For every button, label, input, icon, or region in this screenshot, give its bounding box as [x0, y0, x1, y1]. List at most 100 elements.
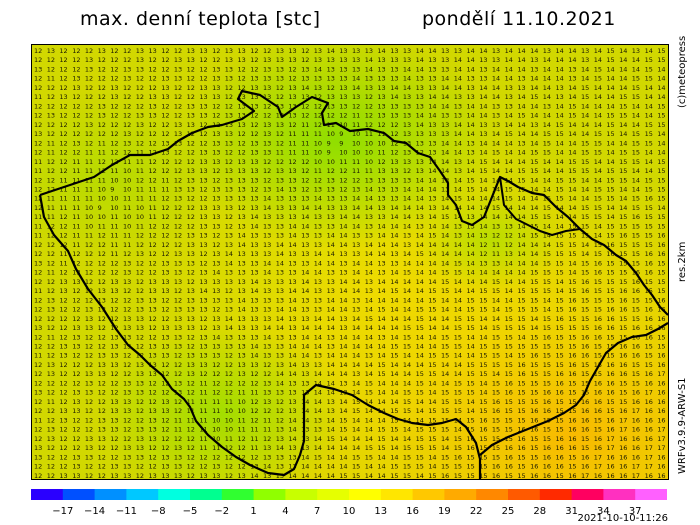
svg-text:12: 12	[34, 139, 42, 147]
svg-text:13: 13	[276, 112, 284, 120]
svg-text:11: 11	[72, 213, 80, 221]
svg-text:13: 13	[327, 195, 335, 203]
svg-text:12: 12	[276, 93, 284, 101]
svg-text:13: 13	[199, 93, 207, 101]
svg-text:13: 13	[212, 139, 220, 147]
svg-text:13: 13	[377, 333, 385, 341]
svg-text:13: 13	[301, 315, 309, 323]
svg-text:15: 15	[467, 361, 475, 369]
svg-text:14: 14	[301, 287, 309, 295]
svg-text:12: 12	[263, 407, 271, 415]
svg-text:13: 13	[199, 158, 207, 166]
svg-text:14: 14	[657, 149, 665, 157]
svg-text:14: 14	[403, 306, 411, 314]
svg-text:14: 14	[467, 195, 475, 203]
svg-text:13: 13	[187, 186, 195, 194]
svg-text:15: 15	[581, 204, 589, 212]
svg-text:13: 13	[377, 167, 385, 175]
svg-text:17: 17	[632, 472, 640, 479]
svg-text:12: 12	[161, 56, 169, 64]
svg-text:13: 13	[276, 389, 284, 397]
svg-text:13: 13	[136, 379, 144, 387]
svg-text:12: 12	[149, 121, 157, 129]
svg-text:13: 13	[314, 213, 322, 221]
svg-text:15: 15	[441, 287, 449, 295]
svg-text:12: 12	[85, 416, 93, 424]
svg-text:15: 15	[619, 222, 627, 230]
svg-text:14: 14	[416, 343, 424, 351]
svg-text:13: 13	[314, 222, 322, 230]
svg-text:16: 16	[594, 444, 602, 452]
svg-text:11: 11	[288, 130, 296, 138]
svg-text:14: 14	[479, 102, 487, 110]
svg-text:16: 16	[568, 472, 576, 479]
svg-text:11: 11	[110, 232, 118, 240]
svg-text:12: 12	[403, 167, 411, 175]
svg-text:12: 12	[98, 130, 106, 138]
svg-text:11: 11	[123, 232, 131, 240]
svg-text:12: 12	[276, 158, 284, 166]
svg-text:14: 14	[467, 241, 475, 249]
svg-text:16: 16	[594, 389, 602, 397]
svg-text:12: 12	[301, 102, 309, 110]
svg-text:13: 13	[136, 121, 144, 129]
country-border-east	[479, 322, 668, 456]
svg-text:13: 13	[568, 66, 576, 74]
svg-text:12: 12	[187, 222, 195, 230]
svg-text:11: 11	[199, 389, 207, 397]
svg-text:14: 14	[301, 204, 309, 212]
svg-text:14: 14	[377, 315, 385, 323]
svg-text:13: 13	[238, 324, 246, 332]
svg-text:14: 14	[594, 56, 602, 64]
svg-text:16: 16	[606, 453, 614, 461]
svg-text:15: 15	[619, 259, 627, 267]
svg-text:15: 15	[543, 130, 551, 138]
svg-text:13: 13	[85, 370, 93, 378]
svg-text:16: 16	[657, 352, 665, 360]
svg-text:14: 14	[428, 176, 436, 184]
svg-text:14: 14	[568, 149, 576, 157]
svg-text:14: 14	[339, 435, 347, 443]
svg-text:14: 14	[314, 259, 322, 267]
svg-text:13: 13	[416, 75, 424, 83]
svg-text:15: 15	[467, 389, 475, 397]
svg-text:13: 13	[212, 250, 220, 258]
svg-text:14: 14	[441, 250, 449, 258]
svg-text:14: 14	[365, 463, 373, 471]
svg-text:13: 13	[149, 407, 157, 415]
svg-text:14: 14	[454, 176, 462, 184]
svg-text:14: 14	[225, 259, 233, 267]
svg-text:14: 14	[352, 352, 360, 360]
svg-text:15: 15	[479, 343, 487, 351]
svg-text:13: 13	[479, 259, 487, 267]
svg-text:13: 13	[161, 75, 169, 83]
svg-text:14: 14	[314, 472, 322, 479]
svg-text:11: 11	[47, 149, 55, 157]
svg-text:14: 14	[238, 241, 246, 249]
svg-text:12: 12	[34, 102, 42, 110]
svg-text:10: 10	[136, 213, 144, 221]
svg-text:14: 14	[301, 222, 309, 230]
svg-text:12: 12	[59, 324, 67, 332]
svg-text:13: 13	[174, 315, 182, 323]
svg-text:15: 15	[606, 222, 614, 230]
svg-text:13: 13	[98, 47, 106, 55]
svg-text:13: 13	[136, 426, 144, 434]
svg-text:12: 12	[59, 361, 67, 369]
svg-text:12: 12	[149, 453, 157, 461]
svg-text:14: 14	[492, 84, 500, 92]
svg-text:12: 12	[34, 47, 42, 55]
svg-text:15: 15	[657, 158, 665, 166]
color-scale-tick-label: 4	[282, 506, 288, 517]
svg-text:14: 14	[619, 186, 627, 194]
svg-text:12: 12	[123, 250, 131, 258]
svg-text:12: 12	[161, 444, 169, 452]
svg-text:13: 13	[428, 195, 436, 203]
svg-text:14: 14	[556, 167, 564, 175]
svg-text:13: 13	[276, 453, 284, 461]
svg-text:14: 14	[568, 56, 576, 64]
svg-text:13: 13	[403, 47, 411, 55]
svg-text:14: 14	[339, 352, 347, 360]
svg-text:12: 12	[276, 398, 284, 406]
svg-text:12: 12	[390, 121, 398, 129]
